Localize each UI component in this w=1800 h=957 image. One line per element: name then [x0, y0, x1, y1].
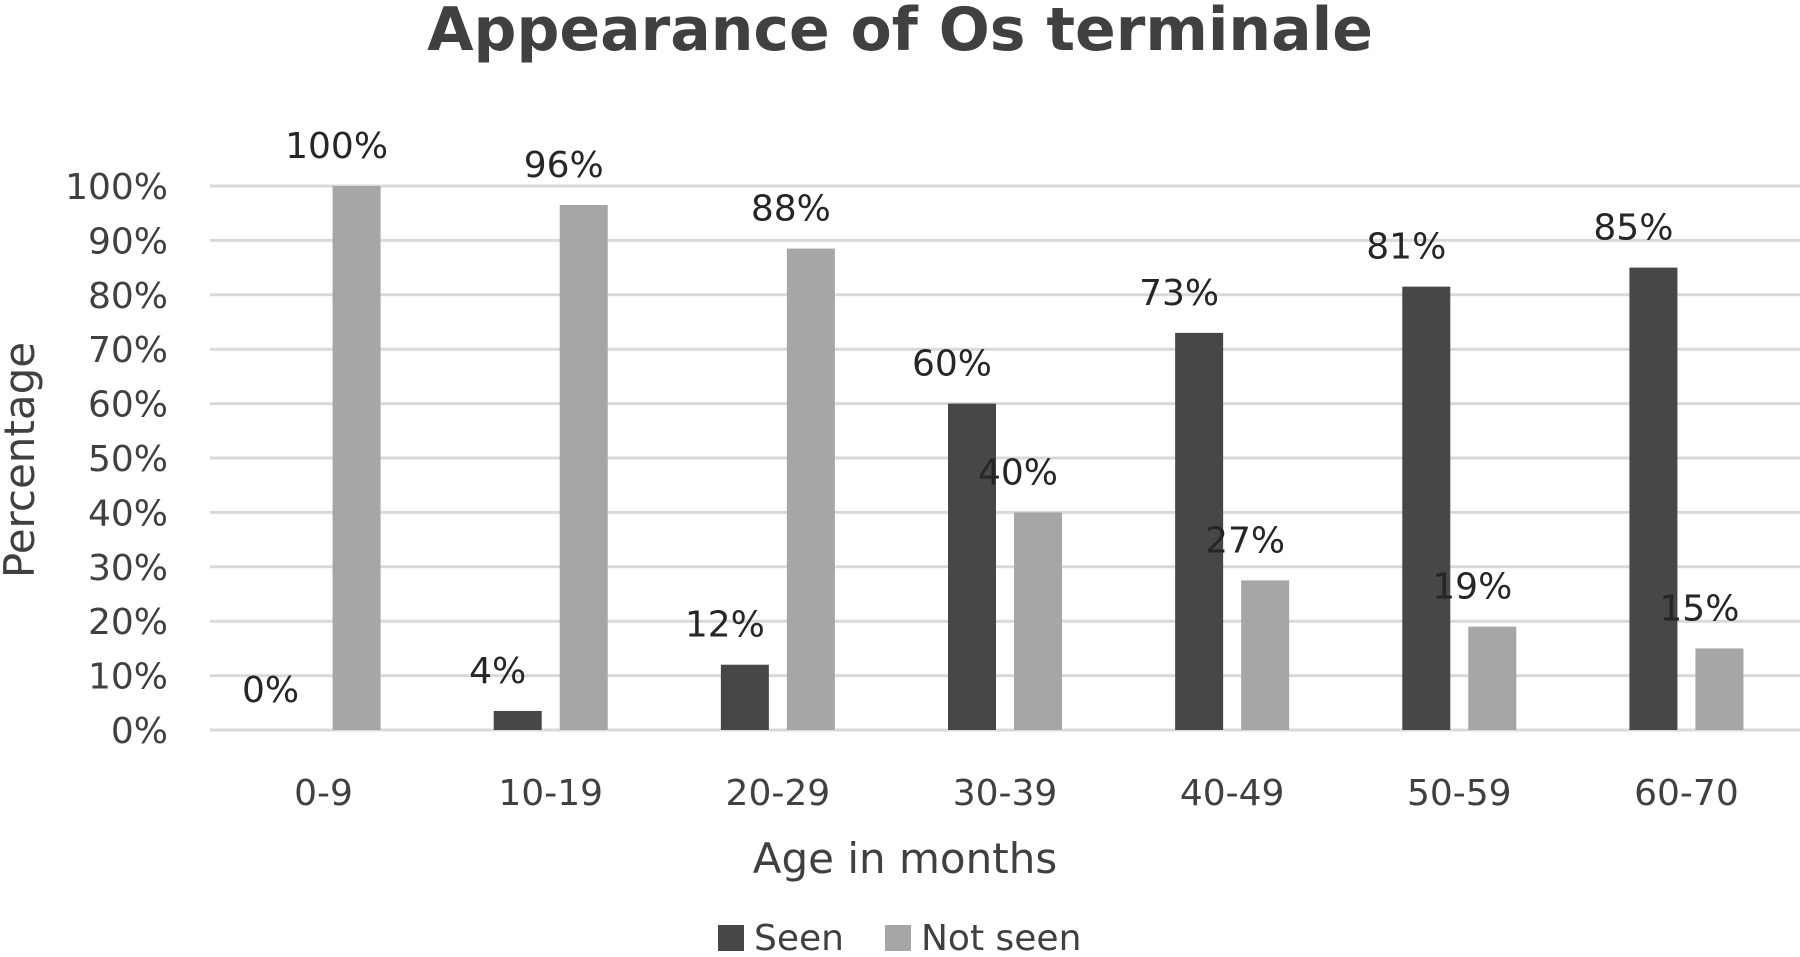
- y-tick-label: 30%: [88, 548, 168, 589]
- y-tick-label: 80%: [88, 276, 168, 317]
- data-label: 100%: [285, 126, 388, 167]
- gridlines: [210, 184, 1800, 732]
- x-tick-label: 50-59: [1407, 773, 1512, 814]
- y-tick-label: 60%: [88, 385, 168, 426]
- y-tick-label: 100%: [65, 167, 168, 208]
- bar-not-seen: [1695, 648, 1744, 730]
- bar-seen: [493, 710, 542, 730]
- bar-seen: [948, 403, 996, 730]
- bar-not-seen: [332, 186, 381, 730]
- legend-label: Seen: [754, 918, 844, 957]
- x-tick-label: 10-19: [498, 773, 603, 814]
- data-label: 60%: [912, 344, 992, 385]
- bar-not-seen: [1014, 512, 1062, 730]
- x-axis-ticks: 0-9 10-19 20-29 30-39 40-49 50-59 60-70: [294, 773, 1739, 814]
- x-tick-label: 0-9: [294, 773, 353, 814]
- x-axis-title: Age in months: [753, 834, 1057, 883]
- y-tick-label: 40%: [88, 493, 168, 534]
- legend-swatch: [885, 925, 911, 951]
- data-label: 96%: [524, 145, 604, 186]
- bars: [332, 186, 1744, 731]
- x-tick-label: 60-70: [1634, 773, 1739, 814]
- data-label: 81%: [1366, 227, 1446, 268]
- bar-seen: [1402, 286, 1451, 730]
- y-tick-label: 90%: [88, 221, 168, 262]
- data-label: 15%: [1659, 588, 1739, 629]
- y-tick-label: 70%: [88, 330, 168, 371]
- x-tick-label: 40-49: [1180, 773, 1285, 814]
- data-label: 12%: [685, 605, 765, 646]
- bar-not-seen: [1468, 626, 1517, 730]
- y-tick-label: 10%: [88, 657, 168, 698]
- y-tick-label: 50%: [88, 439, 168, 480]
- y-tick-label: 20%: [88, 602, 168, 643]
- chart-title: Appearance of Os terminale: [427, 0, 1373, 65]
- bar-not-seen: [786, 248, 835, 730]
- legend: Seen Not seen: [718, 918, 1081, 957]
- legend-label: Not seen: [921, 918, 1081, 957]
- data-label: 85%: [1593, 208, 1673, 249]
- bar-seen: [1629, 267, 1678, 730]
- data-label: 73%: [1139, 273, 1219, 314]
- bar-seen: [720, 664, 769, 730]
- y-tick-label: 0%: [111, 711, 168, 752]
- x-tick-label: 30-39: [953, 773, 1058, 814]
- data-labels: 0% 4% 12% 60% 73% 81% 85% 100% 96% 88% 40% 27% 19% 15…: [242, 126, 1739, 711]
- legend-swatch: [718, 925, 744, 951]
- bar-not-seen: [1241, 580, 1290, 730]
- x-tick-label: 20-29: [726, 773, 831, 814]
- data-label: 40%: [978, 452, 1058, 493]
- bar-not-seen: [559, 205, 608, 731]
- data-label: 27%: [1205, 520, 1285, 561]
- y-axis-title: Percentage: [0, 342, 44, 578]
- data-label: 0%: [242, 670, 299, 711]
- data-label: 19%: [1432, 567, 1512, 608]
- bar-seen: [1175, 332, 1224, 730]
- y-axis-ticks: 0% 10% 20% 30% 40% 50% 60% 70% 80% 90% 100%: [65, 167, 168, 752]
- data-label: 4%: [469, 651, 526, 692]
- data-label: 88%: [751, 189, 831, 230]
